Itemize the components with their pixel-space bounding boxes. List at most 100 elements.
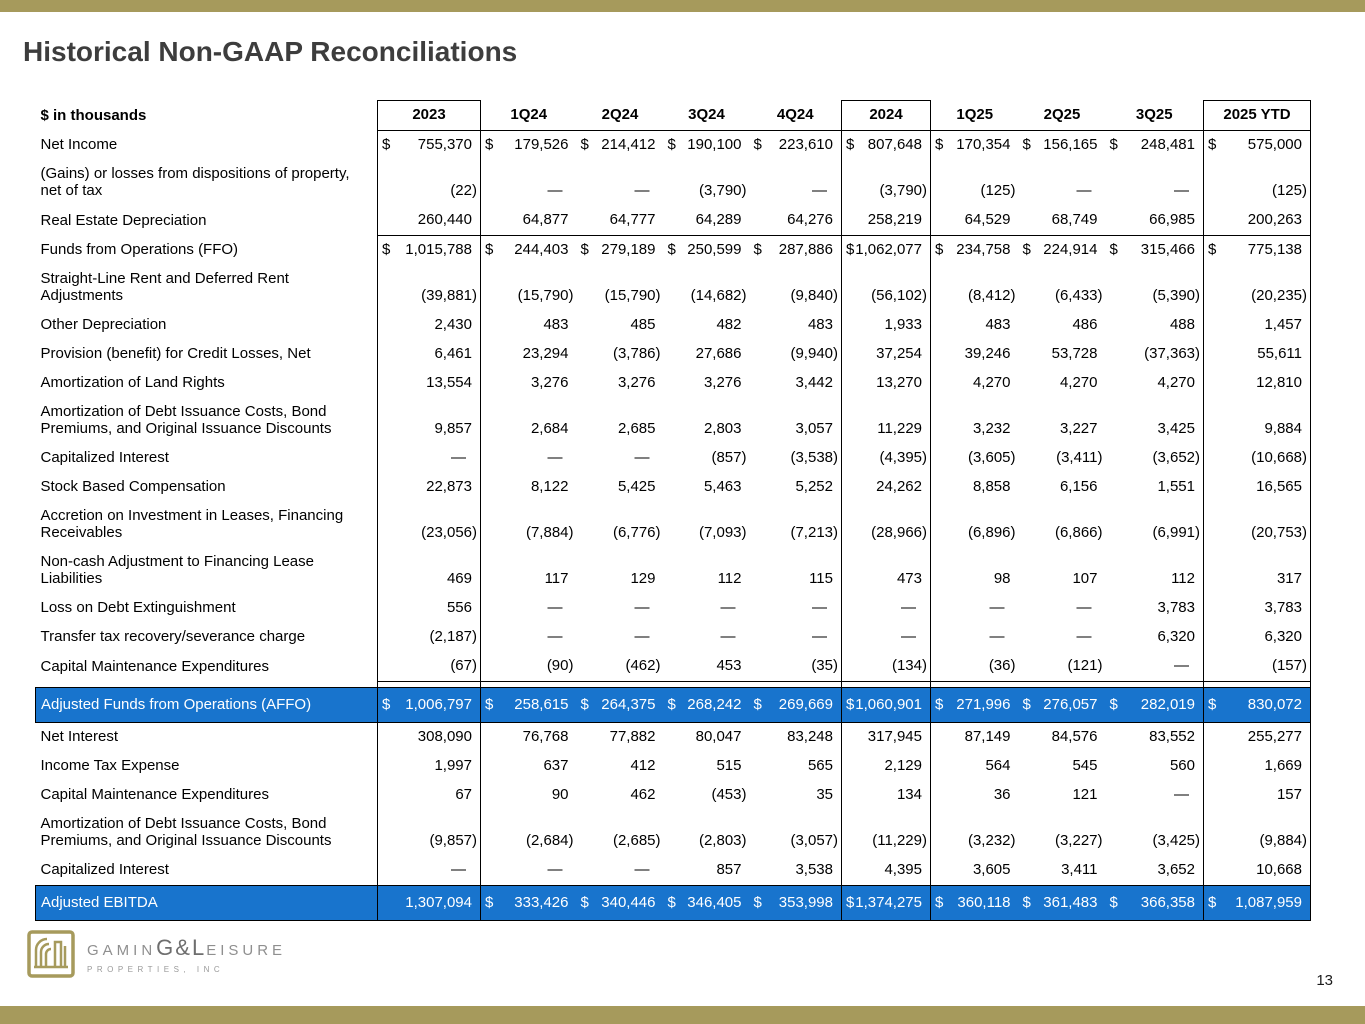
cell: 462: [630, 786, 656, 803]
cell: (3,790): [841, 160, 931, 206]
cell: 3,652: [1105, 856, 1204, 886]
cell: 483: [807, 316, 833, 333]
cell: (125): [980, 182, 1016, 199]
row-label: Income Tax Expense: [40, 757, 180, 774]
cell: 4,270: [1157, 374, 1195, 391]
cell: $156,165: [1022, 136, 1098, 153]
table-row: Real Estate Depreciation 260,440 64,877 64,…: [36, 206, 1311, 236]
cell: (157): [1203, 652, 1311, 682]
cell: 3,276: [617, 374, 656, 391]
cell: 23,294: [522, 345, 569, 362]
cell: 9,857: [377, 398, 481, 444]
brand-name: GAMING&LEISURE: [87, 935, 286, 961]
cell: (6,866): [1054, 524, 1103, 541]
row-label: Funds from Operations (FFO): [40, 241, 239, 258]
cell: 64,777: [576, 206, 664, 236]
cell: (7,884): [525, 524, 574, 541]
cell: 3,276: [530, 374, 569, 391]
cell: $575,000: [1203, 130, 1311, 160]
cell: (20,235): [1203, 265, 1311, 311]
cell: 8,858: [972, 478, 1011, 495]
cell: (90): [480, 652, 577, 682]
cell: (11,229): [841, 810, 931, 856]
cell: $1,374,275: [841, 885, 931, 921]
row-label: Adjusted EBITDA: [35, 885, 378, 921]
table-row: Other Depreciation 2,430 483 485 482 483 1,933…: [36, 311, 1311, 340]
cell: 64,289: [663, 206, 750, 236]
row-label: Loss on Debt Extinguishment: [40, 599, 236, 616]
table-row: Capital Maintenance Expenditures (67) (90)…: [36, 652, 1311, 682]
cell: —: [989, 599, 1005, 616]
cell: (22): [377, 160, 481, 206]
cell: $346,405: [663, 885, 750, 921]
cell: $366,358: [1105, 885, 1204, 921]
cell: (9,857): [377, 810, 481, 856]
cell: 412: [630, 757, 656, 774]
row-label: Real Estate Depreciation: [40, 211, 207, 229]
cell: 6,461: [377, 340, 481, 369]
row-label: Amortization of Land Rights: [40, 374, 225, 391]
table-row: Provision (benefit) for Credit Losses, N…: [36, 340, 1311, 369]
cell: (9,840): [790, 287, 838, 304]
cell: 5,463: [703, 478, 742, 495]
cell: $271,996: [930, 687, 1019, 723]
table-row: Stock Based Compensation 22,873 8,122 5,425…: [36, 473, 1311, 502]
cell: 53,728: [1051, 345, 1098, 362]
cell: (20,753): [1203, 502, 1311, 548]
cell: $224,914: [1022, 241, 1098, 258]
cell: —: [1174, 182, 1189, 199]
cell: $268,242: [663, 687, 750, 723]
cell: (15,790): [604, 287, 661, 304]
cell: 3,442: [795, 374, 833, 391]
unit-label: $ in thousands: [40, 106, 147, 124]
cell: 22,873: [377, 473, 481, 502]
cell: 27,686: [695, 345, 742, 362]
cell: 13,554: [377, 369, 481, 398]
cell: 68,749: [1018, 206, 1106, 236]
top-accent-bar: [0, 0, 1365, 12]
cell: —: [547, 628, 563, 645]
cell: $1,062,077: [841, 235, 931, 265]
cell: —: [547, 449, 563, 466]
cell: $170,354: [935, 136, 1011, 153]
brand-name-mid: G&L: [156, 934, 207, 960]
cell: 1,307,094: [377, 885, 481, 921]
row-label: Straight-Line Rent and Deferred Rent Adj…: [40, 270, 289, 304]
cell: (2,803): [698, 832, 747, 849]
bottom-accent-bar: [0, 1006, 1365, 1024]
table-row: Net Income $755,370 $179,526 $214,412 $190,1…: [36, 130, 1311, 160]
reconciliation-table: $ in thousands 2023 1Q24 2Q24 3Q24 4Q24 2024 1Q…: [35, 100, 1311, 921]
cell: —: [1076, 628, 1092, 645]
row-label: Net Income: [40, 136, 118, 153]
cell: $190,100: [667, 136, 742, 153]
row-label: Provision (benefit) for Credit Losses, N…: [40, 345, 311, 362]
cell: (5,390): [1152, 287, 1200, 304]
row-label: Net Interest: [40, 728, 119, 745]
cell: 37,254: [841, 340, 931, 369]
cell: 260,440: [377, 206, 481, 236]
cell: 8,122: [530, 478, 569, 495]
row-label: Transfer tax recovery/severance charge: [40, 628, 306, 645]
cell: $276,057: [1018, 687, 1106, 723]
cell: 9,884: [1203, 398, 1311, 444]
cell: $807,648: [841, 130, 931, 160]
cell: $223,610: [753, 136, 834, 153]
cell: (36): [930, 652, 1019, 682]
cell: 545: [1072, 757, 1098, 774]
cell: (3,057): [790, 832, 838, 849]
cell: $830,072: [1203, 687, 1311, 723]
brand-name-pre: GAMIN: [87, 941, 157, 959]
cell: (3,411): [1056, 449, 1103, 466]
cell: 35: [816, 786, 833, 803]
cell: 1,669: [1203, 752, 1311, 781]
cell: —: [634, 628, 650, 645]
cell: 482: [716, 316, 742, 333]
cell: 3,425: [1157, 420, 1195, 437]
cell: (6,776): [612, 524, 661, 541]
cell: 453: [663, 652, 750, 682]
cell: —: [1174, 786, 1189, 803]
cell: 3,605: [930, 856, 1019, 886]
cell: —: [720, 599, 736, 616]
cell: 483: [543, 316, 569, 333]
cell: $1,015,788: [377, 235, 481, 265]
